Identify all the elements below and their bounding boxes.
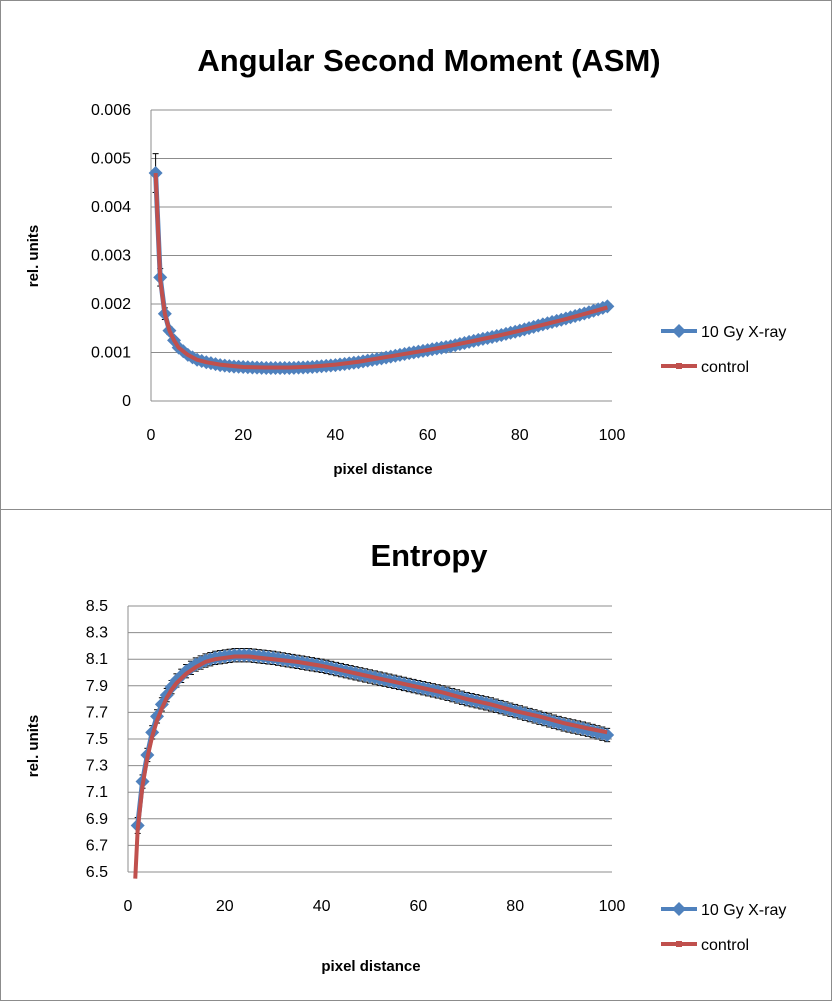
legend-marker-xray [672,902,686,916]
x-tick-label: 0 [147,427,156,444]
entropy-chart: Entropy 6.5 6.7 6.9 7.1 7.3 7.5 7.7 7.9 8.1 8.3 8.… [25,538,786,975]
y-axis-label: rel. units [25,225,42,288]
asm-chart-panel: Angular Second Moment (ASM) 0 0.001 0.002 0… [0,0,832,510]
y-tick-label: 0.004 [91,199,131,216]
entropy-gridlines [127,605,612,873]
legend-swatch-control [661,941,697,947]
legend: 10 Gy X-ray control [661,902,786,954]
asm-x-tick-labels: 0 20 40 60 80 100 [147,427,626,444]
legend-swatch-xray [661,902,697,916]
x-tick-label: 60 [419,427,437,444]
legend-swatch-control [661,363,697,369]
y-tick-label: 7.1 [86,784,108,801]
y-tick-label: 0.005 [91,151,131,168]
x-tick-label: 20 [234,427,252,444]
y-tick-label: 8.1 [86,651,108,668]
x-tick-label: 100 [599,898,626,915]
x-tick-label: 0 [124,898,133,915]
chart-title: Angular Second Moment (ASM) [197,43,660,78]
x-tick-label: 40 [327,427,345,444]
x-tick-label: 20 [216,898,234,915]
y-tick-label: 7.7 [86,704,108,721]
asm-chart: Angular Second Moment (ASM) 00.0010.0020… [25,43,786,478]
x-tick-label: 80 [511,427,529,444]
y-tick-label: 7.9 [86,678,108,695]
y-tick-label: 8.3 [86,625,108,642]
legend-label-control: control [701,937,749,954]
entropy-chart-panel: Entropy 6.5 6.7 6.9 7.1 7.3 7.5 7.7 7.9 8.1 8.3 8.… [0,509,832,1001]
y-tick-label: 6.9 [86,811,108,828]
x-axis-label: pixel distance [321,958,420,975]
chart-title: Entropy [370,538,488,573]
entropy-y-tick-labels: 6.5 6.7 6.9 7.1 7.3 7.5 7.7 7.9 8.1 8.3 8.5 [86,598,108,881]
y-tick-label: 7.5 [86,731,108,748]
legend-label-xray: 10 Gy X-ray [701,902,786,919]
legend-label-xray: 10 Gy X-ray [701,324,786,341]
asm-y-tick-labels: 0 0.001 0.002 0.003 0.004 0.005 0.006 [91,102,131,410]
asm-plot-area [148,153,615,376]
x-tick-label: 80 [506,898,524,915]
entropy-x-tick-labels: 0 20 40 60 80 100 [124,898,626,915]
series-line-xray [153,172,609,371]
entropy-plot-area [130,648,615,879]
asm-gridlines [150,109,612,402]
y-axis-label: rel. units [25,715,42,778]
legend-marker-xray [672,324,686,338]
series-xray [148,153,615,376]
x-tick-label: 100 [599,427,626,444]
series-line-control [133,654,608,879]
x-tick-label: 40 [313,898,331,915]
legend: 10 Gy X-ray control [661,324,786,376]
y-tick-label: 0.001 [91,345,131,362]
y-tick-label: 6.7 [86,837,108,854]
y-tick-label: 7.3 [86,758,108,775]
y-tick-label: 0.003 [91,248,131,265]
x-axis-label: pixel distance [333,461,432,478]
y-tick-label: 6.5 [86,864,108,881]
y-tick-label: 0 [122,393,131,410]
y-tick-label: 0.006 [91,102,131,119]
y-tick-label: 8.5 [86,598,108,615]
legend-label-control: control [701,359,749,376]
legend-swatch-xray [661,324,697,338]
x-tick-label: 60 [410,898,428,915]
y-tick-label: 0.002 [91,296,131,313]
series-line-control [153,172,608,370]
